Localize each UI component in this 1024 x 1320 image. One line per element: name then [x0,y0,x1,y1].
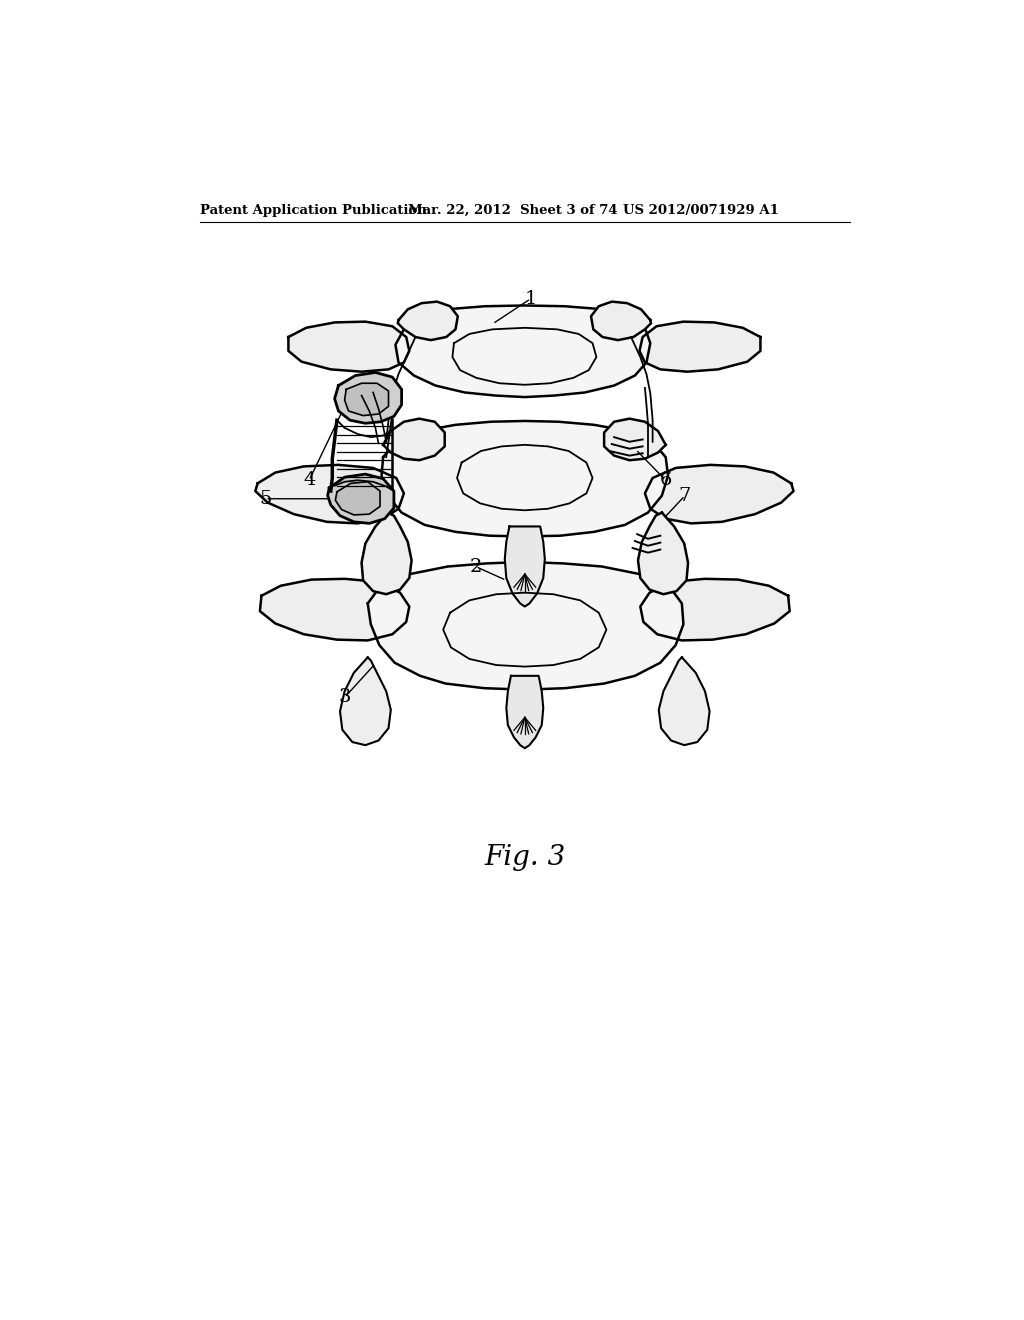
Polygon shape [395,305,650,397]
Polygon shape [658,657,710,744]
Text: 4: 4 [303,471,315,490]
Polygon shape [361,512,412,594]
Polygon shape [506,676,544,748]
Text: 7: 7 [679,487,691,504]
Polygon shape [457,445,593,511]
Text: US 2012/0071929 A1: US 2012/0071929 A1 [624,205,779,218]
Polygon shape [638,512,688,594]
Polygon shape [336,482,380,515]
Polygon shape [289,322,410,372]
Text: 2: 2 [469,557,481,576]
Text: Mar. 22, 2012  Sheet 3 of 74: Mar. 22, 2012 Sheet 3 of 74 [408,205,617,218]
Polygon shape [604,418,666,461]
Polygon shape [255,465,403,524]
Text: 3: 3 [338,689,351,706]
Polygon shape [383,418,444,461]
Polygon shape [645,465,794,524]
Text: 5: 5 [259,490,271,508]
Polygon shape [328,474,394,524]
Text: Patent Application Publication: Patent Application Publication [200,205,427,218]
Polygon shape [368,562,683,689]
Polygon shape [260,579,410,640]
Polygon shape [397,302,458,341]
Polygon shape [382,421,668,536]
Polygon shape [443,593,606,667]
Text: Fig. 3: Fig. 3 [484,843,565,871]
Polygon shape [453,327,596,385]
Polygon shape [640,322,761,372]
Text: 6: 6 [659,471,672,490]
Polygon shape [505,527,545,607]
Polygon shape [335,372,401,424]
Polygon shape [640,579,790,640]
Polygon shape [340,657,391,744]
Text: 1: 1 [524,289,538,308]
Polygon shape [345,383,388,416]
Polygon shape [591,302,651,341]
